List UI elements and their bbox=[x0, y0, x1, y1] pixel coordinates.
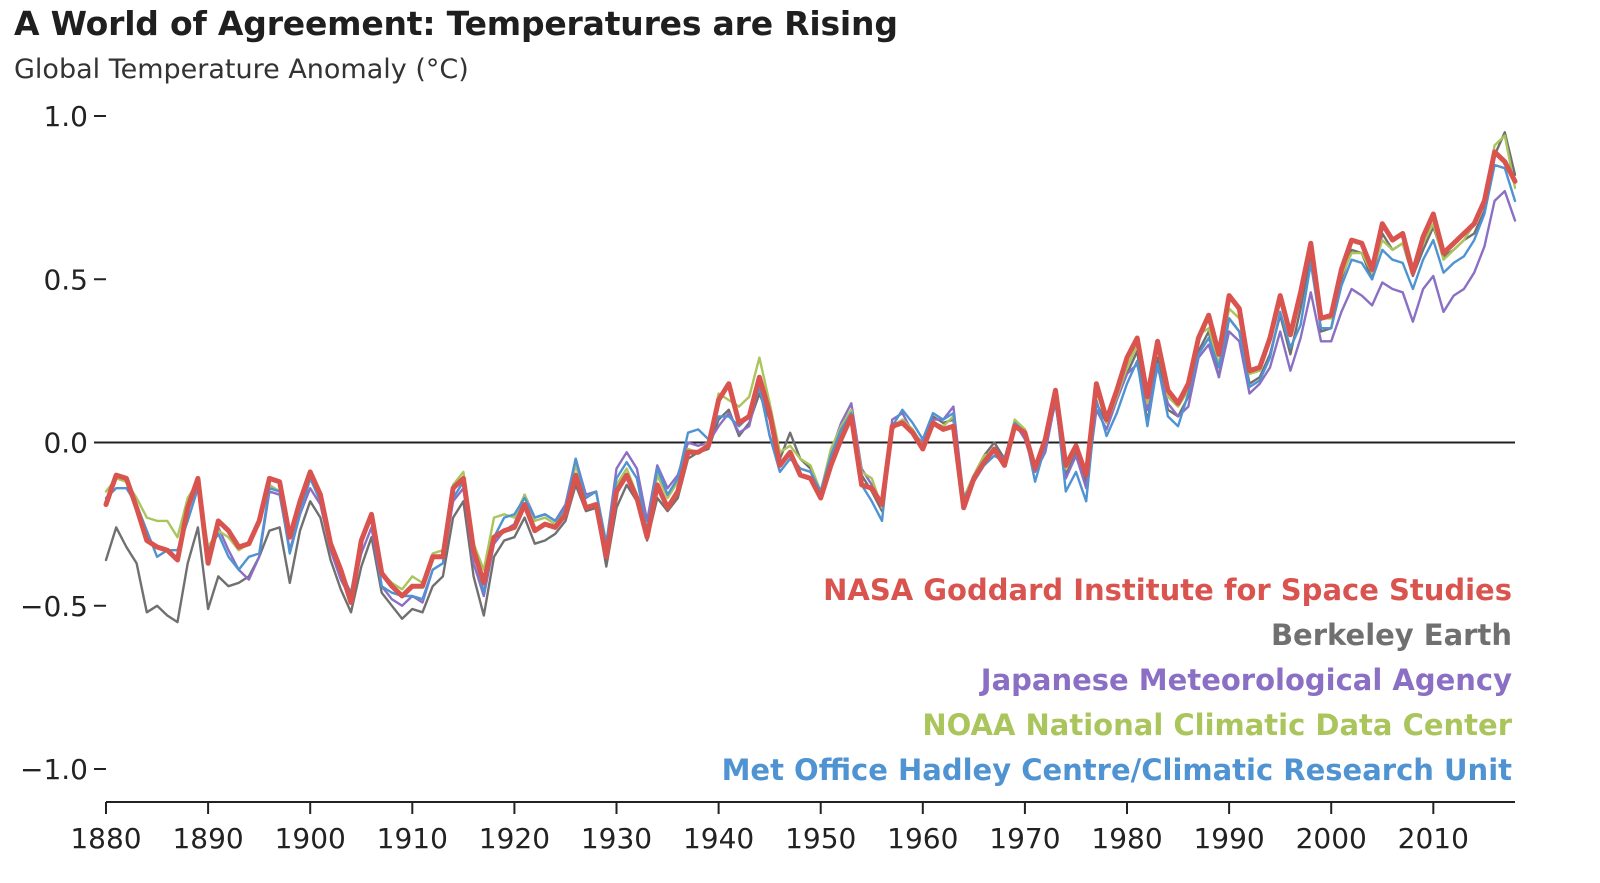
y-tick-label: 0.5 bbox=[43, 263, 88, 296]
legend-item-noaa-ncdc: NOAA National Climatic Data Center bbox=[922, 708, 1512, 742]
x-tick-label: 1880 bbox=[70, 822, 141, 855]
y-tick-label: 1.0 bbox=[43, 100, 88, 133]
chart-title: A World of Agreement: Temperatures are R… bbox=[14, 4, 898, 43]
y-tick-label: −0.5 bbox=[20, 590, 88, 623]
y-tick-label: 0.0 bbox=[43, 427, 88, 460]
x-tick-label: 1970 bbox=[989, 822, 1060, 855]
series-line-noaa-ncdc bbox=[104, 134, 1517, 598]
series-line-nasa-giss bbox=[103, 149, 1518, 605]
y-axis: 1.0 0.5 0.0 −0.5 −1.0 bbox=[20, 100, 106, 786]
legend-item-jma: Japanese Meteorological Agency bbox=[979, 663, 1512, 697]
x-tick-label: 1890 bbox=[172, 822, 243, 855]
x-tick-label: 2000 bbox=[1296, 822, 1367, 855]
x-tick-label: 1900 bbox=[275, 822, 346, 855]
x-tick-label: 1940 bbox=[683, 822, 754, 855]
x-tick-label: 1950 bbox=[785, 822, 856, 855]
legend-item-nasa-giss: NASA Goddard Institute for Space Studies bbox=[823, 573, 1512, 607]
series-line-jma bbox=[217, 189, 1517, 607]
legend-item-berkeley-earth: Berkeley Earth bbox=[1271, 618, 1512, 652]
x-tick-label: 1990 bbox=[1193, 822, 1264, 855]
x-tick-label: 1910 bbox=[377, 822, 448, 855]
y-axis-label: Global Temperature Anomaly (°C) bbox=[14, 54, 469, 85]
x-axis: 1880 1890 1900 1910 1920 1930 1940 1950 1960 1970… bbox=[70, 801, 1515, 855]
x-tick-label: 1920 bbox=[479, 822, 550, 855]
x-tick-label: 1930 bbox=[581, 822, 652, 855]
x-tick-label: 1960 bbox=[887, 822, 958, 855]
y-tick-label: −1.0 bbox=[20, 753, 88, 786]
series-lines bbox=[103, 131, 1518, 624]
x-tick-label: 1980 bbox=[1091, 822, 1162, 855]
legend-item-met-office-hadcrut: Met Office Hadley Centre/Climatic Resear… bbox=[722, 753, 1513, 787]
series-line-met-office-hadcrut bbox=[104, 163, 1517, 601]
series-line-berkeley-earth bbox=[104, 131, 1517, 624]
legend: NASA Goddard Institute for Space Studies… bbox=[722, 573, 1513, 787]
x-tick-label: 2010 bbox=[1398, 822, 1469, 855]
